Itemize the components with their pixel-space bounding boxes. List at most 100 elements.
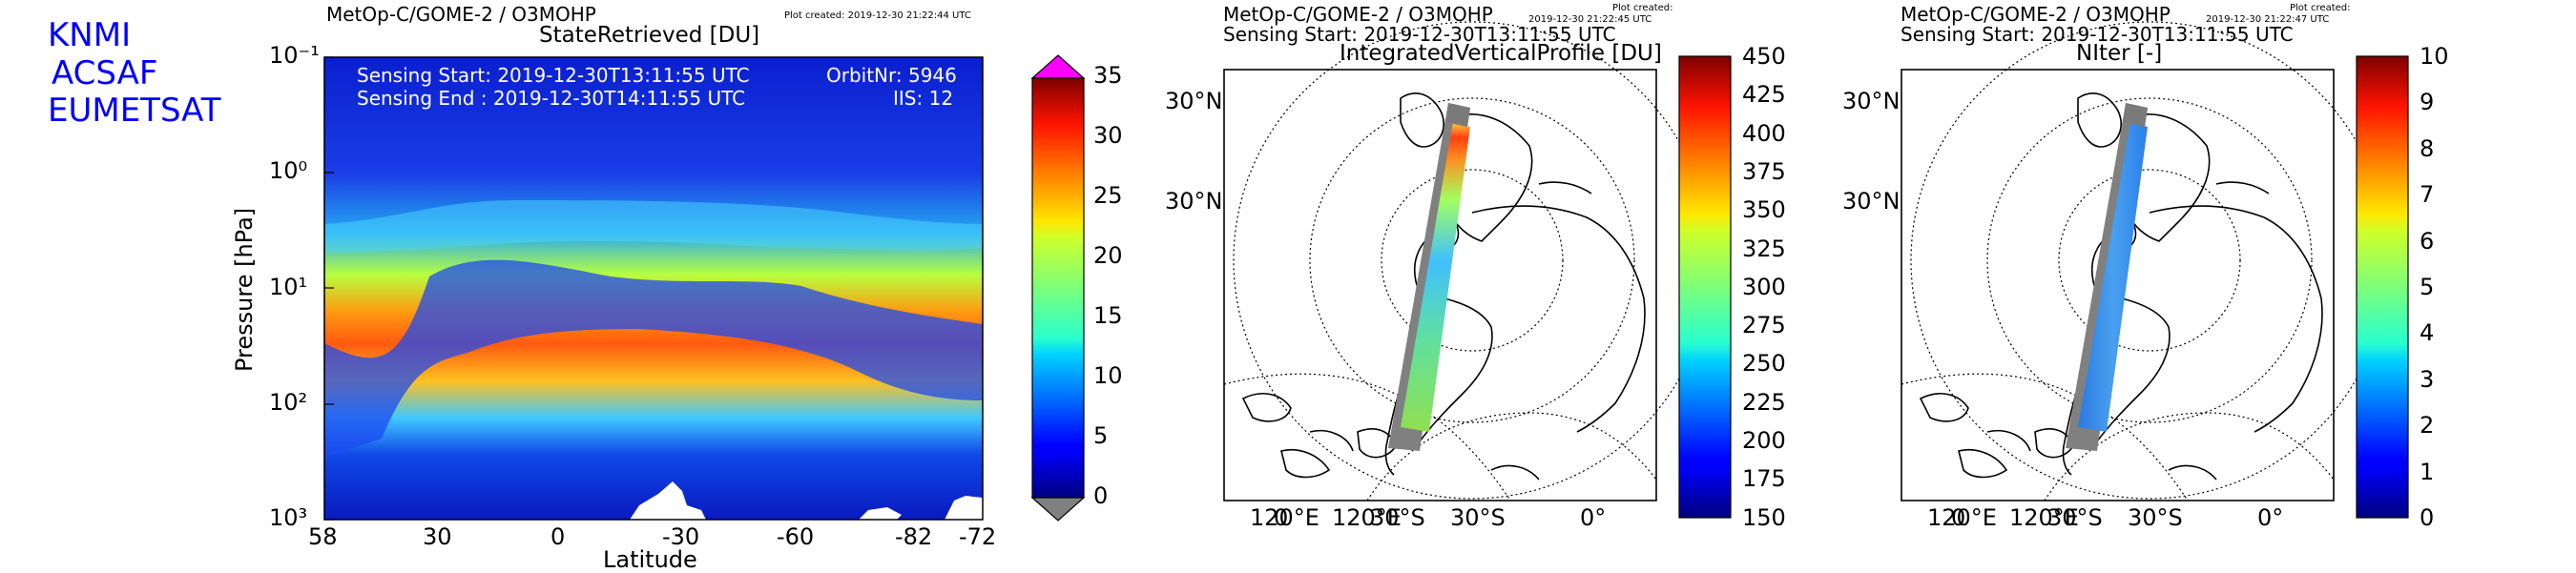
colorbar-tick-label: 3	[2420, 366, 2435, 393]
colorbar-tick-label: 250	[1742, 350, 1786, 377]
colorbar-tick-label: 4	[2420, 319, 2435, 346]
panel1-iis: IIS: 12	[893, 87, 954, 110]
colorbar-tick-label: 10	[1093, 362, 1123, 389]
panel3-frame	[1901, 69, 2335, 501]
x-tick-label: 0	[551, 523, 566, 550]
heatmap-lower-band	[324, 259, 983, 458]
colorbar-tick-label: 35	[1093, 62, 1123, 89]
panel1-colorbar	[1030, 54, 1086, 522]
y-tick-label: 10⁻¹	[269, 42, 320, 69]
swath-top-gray	[2123, 103, 2148, 127]
swath-integrated-profile	[1401, 122, 1470, 432]
panel1-title: StateRetrieved [DU]	[539, 23, 760, 48]
colorbar-tick-label: 8	[2420, 135, 2435, 162]
y-tick-label: 10⁰	[269, 157, 308, 184]
panel1-sensing-end: Sensing End : 2019-12-30T14:11:55 UTC	[357, 87, 746, 110]
x-tick-label: -82	[895, 523, 933, 550]
x-tick-label: -60	[777, 523, 815, 550]
panel1-heatmap	[323, 56, 984, 521]
colorbar-tick-label: 300	[1742, 274, 1786, 300]
panel3-plot-created-2: 2019-12-30 21:22:47 UTC	[2206, 14, 2330, 25]
colorbar-tick-label: 30	[1093, 122, 1123, 149]
panel3-plot-created-1: Plot created:	[2290, 3, 2351, 13]
panel2-lon-label: 30°S	[1370, 504, 1425, 531]
panel2-title: IntegratedVerticalProfile [DU]	[1340, 41, 1662, 66]
logo-knmi: KNMI	[48, 16, 132, 54]
panel1-sensing-start: Sensing Start: 2019-12-30T13:11:55 UTC	[357, 64, 750, 87]
colorbar-tick-label: 5	[1093, 422, 1109, 449]
panel2-colorbar	[1678, 55, 1732, 519]
colorbar-tick-label: 350	[1742, 196, 1786, 223]
panel2-source: MetOp-C/GOME-2 / O3MOHP	[1223, 3, 1493, 26]
panel2-lat-label: 30°N	[1165, 188, 1223, 215]
colorbar-tick-label: 200	[1742, 427, 1786, 454]
heatmap-missing-1	[630, 481, 706, 520]
panel2-lon-label: 30°S	[1450, 504, 1506, 531]
colorbar-under-triangle	[1030, 497, 1086, 522]
colorbar-gradient	[1678, 55, 1732, 519]
swath-niter	[2078, 122, 2148, 432]
colorbar-tick-label: 325	[1742, 235, 1786, 262]
panel3-lat-label: 30°N	[1842, 188, 1901, 215]
swath-top-gray	[1445, 103, 1470, 127]
x-tick-label: -30	[662, 523, 700, 550]
x-tick-label: 58	[308, 523, 338, 550]
colorbar-tick-label: 175	[1742, 465, 1786, 492]
colorbar-tick-label: 2	[2420, 412, 2435, 439]
heatmap-missing-3	[945, 496, 983, 520]
panel2-lat-label: 30°N	[1165, 88, 1223, 114]
panel2-sensing: Sensing Start: 2019-12-30T13:11:55 UTC	[1223, 23, 1616, 46]
colorbar-tick-label: 9	[2420, 89, 2435, 115]
colorbar-tick-label: 15	[1093, 302, 1123, 329]
colorbar-tick-label: 20	[1093, 242, 1123, 269]
panel2-frame	[1223, 69, 1657, 501]
colorbar-tick-label: 25	[1093, 182, 1123, 209]
colorbar-tick-label: 5	[2420, 274, 2435, 300]
panel2-lon-label: 0	[1274, 504, 1289, 531]
panel3-lon-label: 0°	[2257, 504, 2284, 531]
panel2-plot-created-2: 2019-12-30 21:22:45 UTC	[1528, 14, 1652, 25]
panel2-lon-label: 120°E	[1332, 504, 1402, 531]
y-axis-label: Pressure [hPa]	[231, 207, 258, 372]
panel2-lon-label: 120°E	[1250, 504, 1319, 531]
panel3-colorbar	[2356, 55, 2409, 519]
colorbar-tick-label: 10	[2420, 43, 2449, 70]
colorbar-tick-label: 7	[2420, 181, 2435, 208]
x-tick-label: -72	[959, 523, 997, 550]
x-tick-label: 30	[423, 523, 452, 550]
panel3-sensing: Sensing Start: 2019-12-30T13:11:55 UTC	[1901, 23, 2294, 46]
colorbar-tick-label: 425	[1742, 81, 1786, 108]
colorbar-over-triangle	[1030, 54, 1086, 79]
panel3-lon-label: 30°S	[2047, 504, 2103, 531]
panel1-source: MetOp-C/GOME-2 / O3MOHP	[326, 3, 596, 26]
colorbar-gradient	[2356, 55, 2409, 519]
colorbar-tick-label: 1	[2420, 459, 2435, 485]
panel3-title: NIter [-]	[2076, 41, 2163, 66]
colorbar-tick-label: 0	[2420, 504, 2435, 531]
logo-eumetsat: EUMETSAT	[48, 92, 221, 130]
panel2-lon-label: 0°	[1580, 504, 1607, 531]
colorbar-tick-label: 225	[1742, 389, 1786, 416]
colorbar-tick-label: 400	[1742, 120, 1786, 147]
x-axis-label: Latitude	[603, 546, 697, 573]
y-tick-label: 10¹	[269, 274, 308, 300]
heatmap-upper-band	[324, 200, 983, 253]
colorbar-tick-label: 6	[2420, 228, 2435, 255]
y-tick-label: 10³	[269, 504, 308, 531]
panel2-plot-created-1: Plot created:	[1612, 3, 1673, 13]
colorbar-tick-label: 275	[1742, 312, 1786, 338]
colorbar-tick-label: 450	[1742, 43, 1786, 70]
panel3-lon-label: 120°E	[1927, 504, 1997, 531]
panel2-map	[1223, 21, 1712, 501]
panel3-lon-label: 120°E	[2009, 504, 2079, 531]
panel3-lon-label: 0	[1951, 504, 1966, 531]
panel3-lat-label: 30°N	[1842, 88, 1901, 114]
y-tick-label: 10²	[269, 389, 308, 416]
panel1-orbit: OrbitNr: 5946	[826, 64, 957, 87]
colorbar-tick-label: 0	[1093, 482, 1109, 509]
panel1-plot-created: Plot created: 2019-12-30 21:22:44 UTC	[784, 10, 971, 21]
colorbar-gradient	[1031, 77, 1085, 499]
panel3-lon-label: 30°S	[2128, 504, 2183, 531]
colorbar-tick-label: 375	[1742, 158, 1786, 185]
logo-acsaf: ACSAF	[52, 54, 158, 92]
